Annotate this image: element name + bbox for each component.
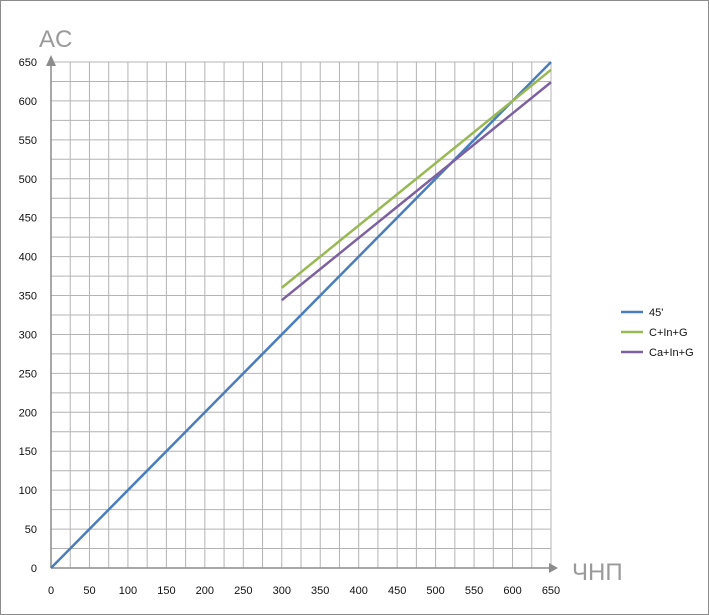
y-axis-arrow	[46, 55, 56, 66]
x-tick-label: 550	[465, 585, 483, 597]
x-tick-label: 50	[83, 585, 95, 597]
legend: 45' C+In+G Ca+In+G	[621, 307, 694, 359]
y-tick-label: 350	[19, 291, 37, 303]
x-tick-label: 350	[311, 585, 329, 597]
series-line	[50, 61, 552, 569]
y-tick-label: 400	[19, 252, 37, 264]
tick-labels: 0 50 100 150 200 250 300 350 400 450 500 550 600 650 0…	[19, 57, 561, 597]
x-tick-label: 100	[119, 585, 137, 597]
y-tick-label: 450	[19, 213, 37, 225]
y-tick-label: 150	[19, 446, 37, 458]
x-tick-label: 250	[234, 585, 252, 597]
x-tick-label: 200	[196, 585, 214, 597]
y-tick-label: 300	[19, 329, 37, 341]
axes	[46, 55, 558, 573]
x-tick-label: 300	[273, 585, 291, 597]
legend-label: 45'	[649, 307, 663, 319]
series-lines	[50, 61, 552, 569]
y-tick-label: 0	[31, 563, 37, 575]
x-tick-label: 650	[542, 585, 560, 597]
series-line	[280, 81, 552, 302]
x-tick-label: 450	[388, 585, 406, 597]
x-tick-label: 0	[48, 585, 54, 597]
legend-label: C+In+G	[649, 327, 688, 339]
y-tick-label: 550	[19, 135, 37, 147]
x-axis-title: ЧНП	[572, 559, 623, 586]
x-tick-label: 150	[157, 585, 175, 597]
x-axis-arrow	[549, 563, 558, 573]
legend-label: Ca+In+G	[649, 347, 694, 359]
x-tick-label: 400	[350, 585, 368, 597]
y-tick-label: 100	[19, 485, 37, 497]
y-tick-label: 500	[19, 174, 37, 186]
y-axis-title: AC	[39, 26, 72, 53]
x-tick-label: 600	[503, 585, 521, 597]
y-tick-label: 200	[19, 407, 37, 419]
y-tick-label: 650	[19, 57, 37, 69]
x-tick-label: 500	[426, 585, 444, 597]
series-line	[280, 68, 552, 289]
y-tick-label: 50	[25, 524, 37, 536]
y-tick-label: 250	[19, 368, 37, 380]
y-tick-label: 600	[19, 96, 37, 108]
